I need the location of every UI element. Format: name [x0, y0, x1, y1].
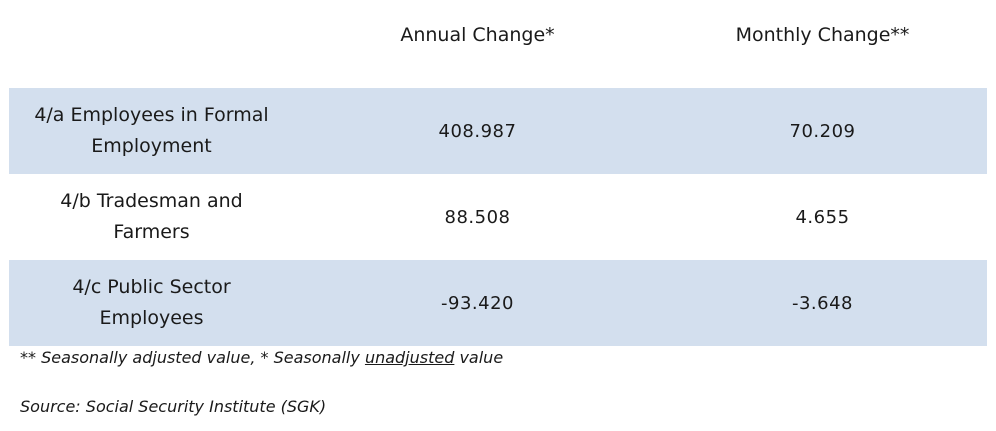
footnote-part1: ** Seasonally adjusted value, * Seasonal…: [20, 348, 365, 367]
footnote-part2: value: [454, 348, 504, 367]
source-note: Source: Social Security Institute (SGK): [20, 397, 327, 416]
cell-annual-formal-employment: 408.987: [438, 120, 517, 142]
column-header-monthly-change: Monthly Change**: [735, 24, 910, 46]
cell-annual-public-sector: -93.420: [441, 292, 514, 314]
column-header-annual-change: Annual Change*: [400, 24, 555, 46]
table-header-row: Annual Change* Monthly Change**: [0, 18, 996, 52]
cell-monthly-formal-employment: 70.209: [789, 120, 856, 142]
table-row-public-sector: 4/c Public Sector Employees -93.420 -3.6…: [9, 260, 987, 346]
footnote-underlined: unadjusted: [364, 348, 455, 367]
table-body: 4/a Employees in Formal Employment 408.9…: [9, 88, 987, 346]
cell-monthly-tradesman-farmers: 4.655: [795, 206, 850, 228]
table-row-tradesman-farmers: 4/b Tradesman and Farmers 88.508 4.655: [9, 174, 987, 260]
row-label-tradesman-farmers: 4/b Tradesman and Farmers: [60, 190, 243, 243]
row-label-public-sector: 4/c Public Sector Employees: [72, 276, 231, 329]
table-row-formal-employment: 4/a Employees in Formal Employment 408.9…: [9, 88, 987, 174]
footnote: ** Seasonally adjusted value, * Seasonal…: [20, 345, 503, 371]
row-label-formal-employment: 4/a Employees in Formal Employment: [34, 104, 269, 157]
cell-annual-tradesman-farmers: 88.508: [444, 206, 511, 228]
cell-monthly-public-sector: -3.648: [791, 292, 854, 314]
